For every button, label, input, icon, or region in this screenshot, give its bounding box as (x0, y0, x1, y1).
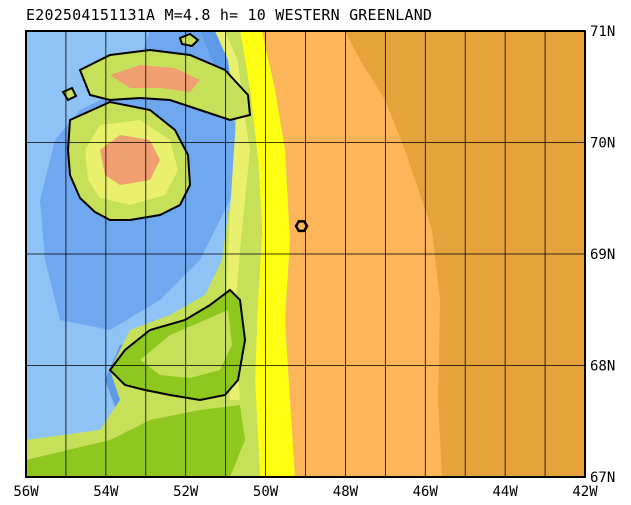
latitude-label: 69N (590, 247, 615, 263)
longitude-label: 46W (413, 484, 439, 500)
nuussuaq-mountains (110, 65, 200, 92)
latitude-label: 68N (590, 359, 615, 375)
map-frame (25, 30, 586, 478)
longitude-label: 50W (253, 484, 279, 500)
latitude-label: 67N (590, 470, 615, 486)
coastal-land-low (26, 405, 245, 477)
disko-mountains (100, 135, 160, 185)
small-island (178, 32, 200, 48)
longitude-labels: 56W 54W 52W 50W 48W 46W 44W 42W (13, 484, 598, 500)
land-strip-green (215, 31, 250, 400)
longitude-label: 42W (572, 484, 598, 500)
latitude-label: 71N (590, 24, 615, 40)
map-title: E202504151131A M=4.8 h= 10 WESTERN GREEN… (26, 6, 433, 24)
latitude-label: 70N (590, 136, 615, 152)
latitude-labels: 71N 70N 69N 68N 67N (590, 24, 615, 486)
epicenter-marker (294, 220, 309, 233)
graticule (26, 31, 585, 477)
longitude-label: 52W (173, 484, 199, 500)
longitude-label: 48W (333, 484, 359, 500)
longitude-label: 54W (93, 484, 119, 500)
longitude-label: 56W (13, 484, 39, 500)
longitude-label: 44W (492, 484, 518, 500)
